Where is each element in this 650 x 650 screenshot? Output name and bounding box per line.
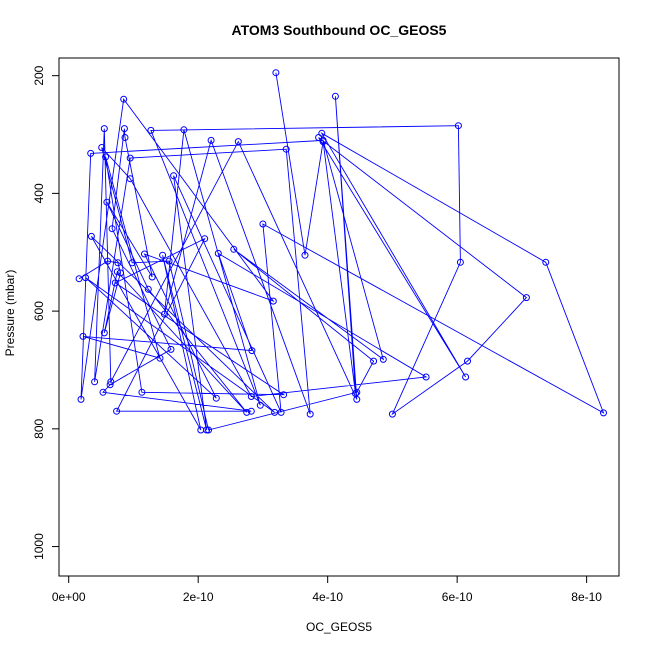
- data-point-63: [201, 235, 209, 243]
- data-point-61: [280, 391, 288, 399]
- data-point-54: [422, 373, 430, 381]
- series-line: [78, 72, 605, 431]
- data-point-39: [269, 297, 277, 305]
- data-point-11: [282, 145, 290, 153]
- data-point-30: [170, 172, 178, 180]
- data-point-65: [247, 407, 255, 415]
- data-point-74: [144, 285, 152, 293]
- data-point-78: [117, 269, 124, 277]
- data-point-58: [156, 354, 164, 362]
- y-tick-label-0: 200: [32, 65, 46, 85]
- data-point-14: [161, 310, 168, 318]
- data-point-71: [121, 134, 129, 141]
- data-point-5: [353, 395, 361, 403]
- data-point-77: [100, 329, 108, 337]
- data-point-27: [600, 409, 607, 417]
- data-point-10: [126, 154, 134, 162]
- series-path: [78, 72, 605, 431]
- data-point-41: [77, 395, 85, 403]
- data-point-43: [319, 136, 327, 144]
- data-point-26: [542, 258, 550, 266]
- x-tick-label-3: 6e-10: [442, 590, 473, 604]
- data-point-79: [114, 259, 122, 267]
- data-point-56: [248, 347, 256, 355]
- data-point-9: [91, 378, 99, 386]
- data-point-81: [75, 275, 83, 283]
- data-point-52: [126, 175, 134, 183]
- x-axis: 0e+00 2e-10 4e-10 6e-10 8e-10: [52, 575, 602, 604]
- plot-frame: [58, 57, 620, 577]
- data-point-59: [102, 153, 110, 161]
- data-point-24: [462, 373, 470, 381]
- series-points: [75, 69, 607, 434]
- data-point-32: [159, 251, 167, 259]
- data-point-38: [141, 250, 148, 258]
- y-tick-label-3: 800: [32, 419, 46, 439]
- x-tick-label-1: 2e-10: [183, 590, 214, 604]
- data-point-44: [379, 355, 387, 363]
- x-tick-label-4: 8e-10: [571, 590, 602, 604]
- data-point-46: [370, 357, 378, 365]
- data-point-1: [301, 251, 309, 259]
- data-point-51: [98, 144, 106, 151]
- data-point-55: [214, 249, 222, 257]
- y-tick-label-2: 600: [32, 301, 46, 321]
- data-point-70: [120, 125, 128, 133]
- data-point-60: [138, 388, 146, 396]
- data-point-17: [147, 126, 155, 134]
- data-point-25: [318, 129, 326, 137]
- data-point-80: [104, 257, 112, 265]
- data-point-37: [212, 394, 220, 402]
- data-point-68: [167, 345, 175, 353]
- data-point-21: [464, 357, 471, 365]
- data-point-18: [454, 122, 462, 130]
- data-point-12: [306, 410, 314, 418]
- data-point-62: [111, 279, 119, 287]
- y-axis: 200 400 600 800 1000: [32, 65, 60, 560]
- data-point-0: [272, 69, 280, 77]
- data-point-8: [100, 125, 108, 133]
- data-point-7: [107, 378, 115, 386]
- data-point-13: [207, 136, 215, 144]
- data-point-20: [388, 410, 396, 418]
- data-point-50: [128, 259, 136, 267]
- data-point-34: [87, 232, 95, 240]
- chart-title: ATOM3 Southbound OC_GEOS5: [232, 22, 447, 38]
- data-point-4: [331, 92, 339, 100]
- data-point-75: [243, 408, 251, 416]
- data-point-73: [103, 198, 111, 206]
- data-point-42: [87, 149, 95, 157]
- data-point-49: [165, 257, 173, 265]
- data-point-48: [205, 426, 212, 434]
- data-point-33: [197, 426, 205, 434]
- data-point-15: [180, 126, 188, 134]
- data-point-72: [148, 273, 156, 281]
- y-axis-label: Pressure (mbar): [3, 270, 17, 357]
- data-point-53: [247, 393, 255, 400]
- x-axis-label: OC_GEOS5: [306, 620, 372, 634]
- data-point-64: [113, 407, 121, 415]
- data-point-19: [456, 258, 464, 266]
- data-point-45: [230, 245, 238, 253]
- data-point-22: [522, 294, 530, 302]
- data-point-67: [106, 381, 114, 389]
- data-point-76: [113, 268, 121, 276]
- x-tick-label-2: 4e-10: [312, 590, 343, 604]
- data-point-6: [234, 138, 242, 146]
- data-point-66: [99, 388, 107, 396]
- y-tick-label-1: 400: [32, 183, 46, 203]
- x-tick-label-0: 0e+00: [52, 590, 86, 604]
- data-point-57: [79, 332, 87, 340]
- data-point-40: [120, 95, 128, 103]
- data-point-35: [271, 408, 279, 416]
- y-tick-label-4: 1000: [32, 533, 46, 560]
- data-point-16: [256, 401, 264, 409]
- data-point-28: [259, 220, 267, 228]
- data-point-69: [108, 225, 116, 233]
- data-point-36: [82, 274, 89, 282]
- data-point-47: [353, 388, 361, 396]
